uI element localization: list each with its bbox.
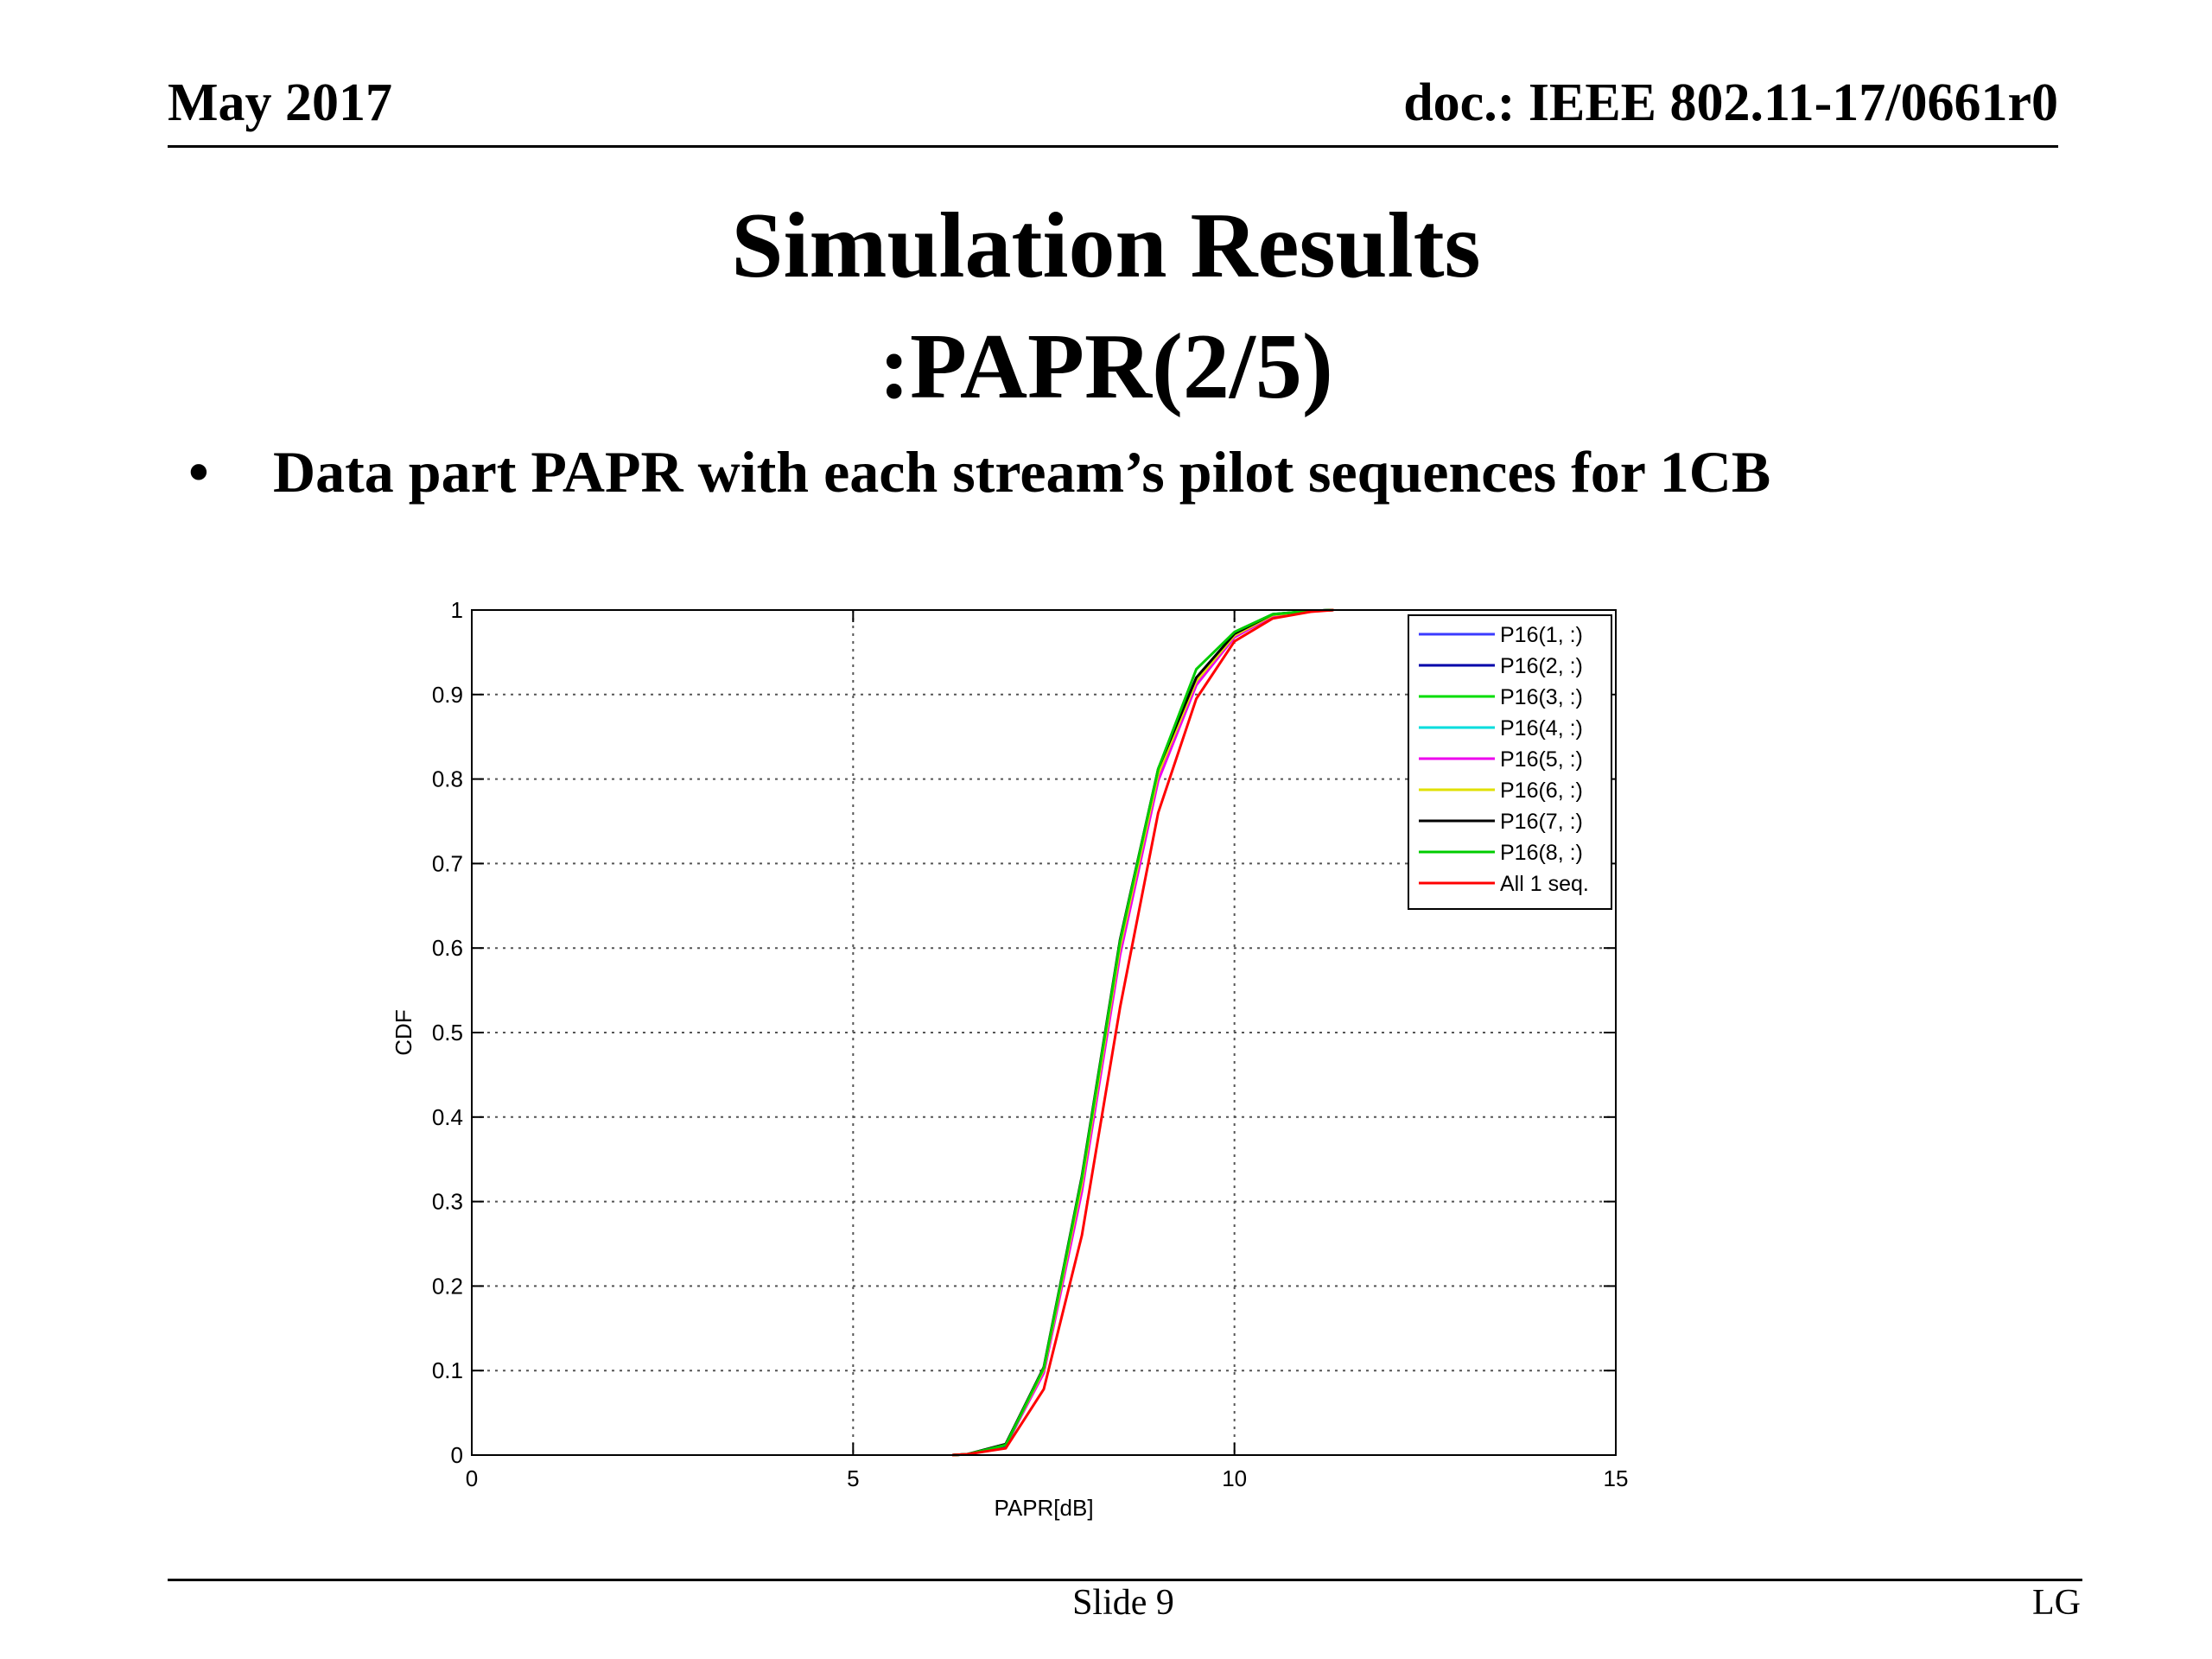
legend-entry-2: P16(2, :) xyxy=(1500,654,1583,678)
y-tick-label-2: 0.2 xyxy=(432,1273,463,1299)
x-axis-label: PAPR[dB] xyxy=(994,1495,1093,1521)
footer-rule xyxy=(168,1579,2082,1581)
axes-frame xyxy=(471,609,1617,1456)
header-rule xyxy=(168,145,2058,148)
y-tick-label-9: 0.9 xyxy=(432,682,463,708)
legend-entry-9: All 1 seq. xyxy=(1500,872,1589,896)
legend-entry-3: P16(3, :) xyxy=(1500,685,1583,709)
x-tick-label-3: 15 xyxy=(1604,1465,1629,1491)
y-tick-label-0: 0 xyxy=(451,1442,463,1468)
y-tick-label-6: 0.6 xyxy=(432,935,463,961)
legend-entry-6: P16(6, :) xyxy=(1500,779,1583,803)
x-tick-label-1: 5 xyxy=(847,1465,859,1491)
x-tick-label-2: 10 xyxy=(1222,1465,1247,1491)
bullet-text: Data part PAPR with each stream’s pilot … xyxy=(273,439,1771,505)
x-tick-label-0: 0 xyxy=(466,1465,478,1491)
slide-title-line-2: :PAPR(2/5) xyxy=(879,315,1333,418)
y-tick-label-1: 0.1 xyxy=(432,1357,463,1383)
header-date: May 2017 xyxy=(168,73,393,132)
legend-entry-5: P16(5, :) xyxy=(1500,747,1583,772)
y-tick-label-8: 0.8 xyxy=(432,766,463,792)
footer-slide-number: Slide 9 xyxy=(1072,1583,1174,1623)
slide-title-line-1: Simulation Results xyxy=(731,194,1481,297)
slide-title: Simulation Results :PAPR(2/5) xyxy=(0,186,2212,428)
y-tick-label-4: 0.4 xyxy=(432,1104,463,1130)
y-axis-label: CDF xyxy=(391,1009,416,1055)
y-tick-label-5: 0.5 xyxy=(432,1020,463,1046)
y-tick-label-7: 0.7 xyxy=(432,850,463,876)
series-line-9 xyxy=(952,608,1334,1457)
series-line-8 xyxy=(952,608,1334,1457)
legend-entry-1: P16(1, :) xyxy=(1500,623,1583,647)
legend-entry-4: P16(4, :) xyxy=(1500,716,1583,741)
header-doc-id: doc.: IEEE 802.11-17/0661r0 xyxy=(1403,73,2058,132)
y-tick-label-3: 0.3 xyxy=(432,1189,463,1215)
y-tick-label-10: 1 xyxy=(451,597,463,623)
footer-org: LG xyxy=(2032,1583,2081,1623)
bullet-symbol: • xyxy=(188,439,209,505)
legend-entry-7: P16(7, :) xyxy=(1500,810,1583,834)
legend-entry-8: P16(8, :) xyxy=(1500,841,1583,865)
legend: P16(1, :) P16(2, :) P16(3, :) P16(4, :) P16(… xyxy=(1408,614,1612,910)
